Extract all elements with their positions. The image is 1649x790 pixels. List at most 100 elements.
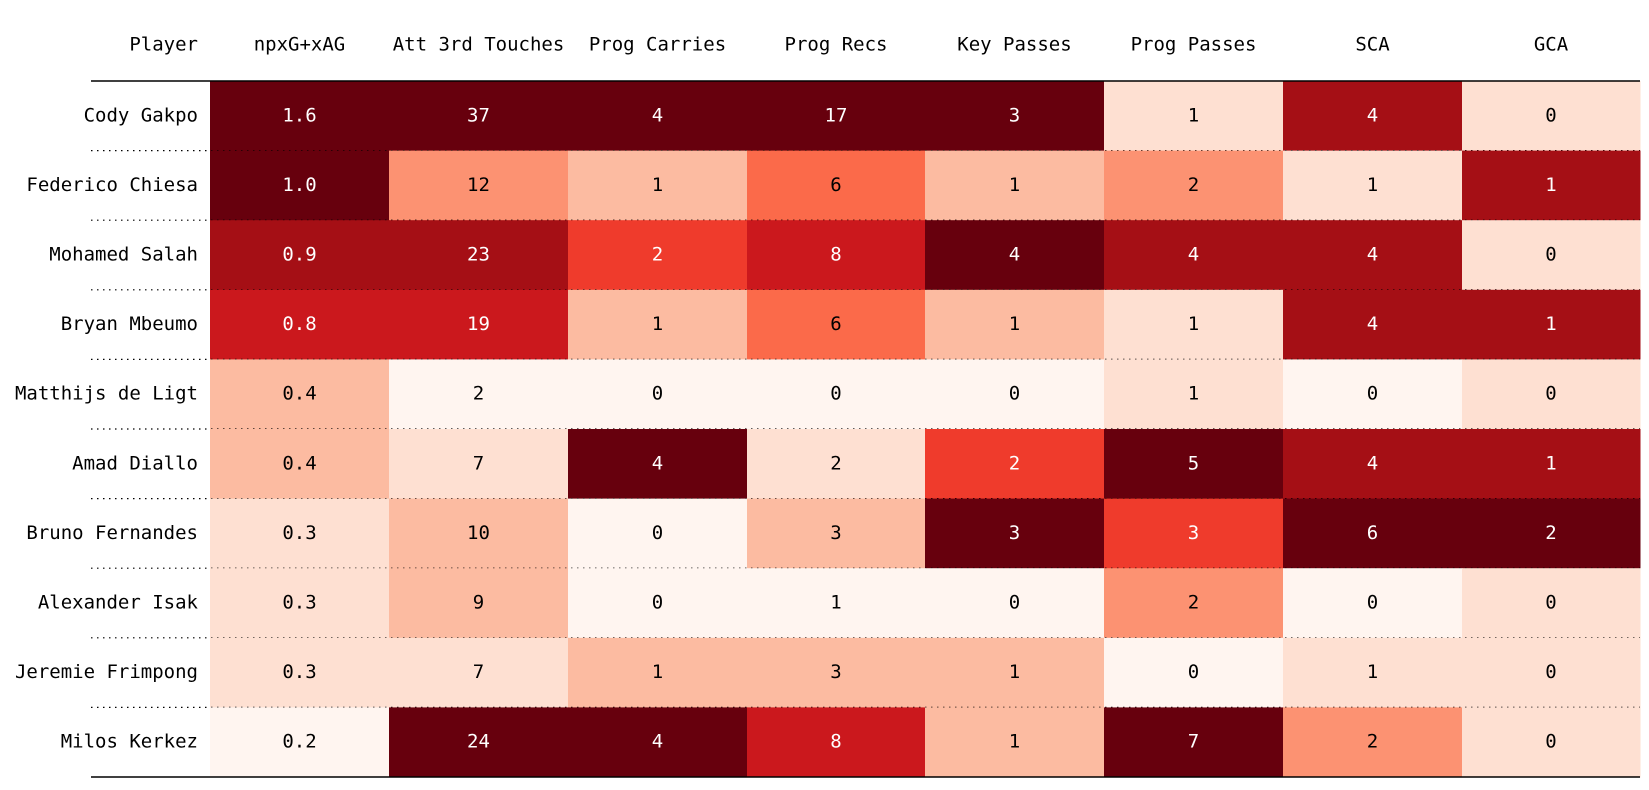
cell-value-prog-carries: 0	[652, 592, 663, 614]
heatmap-cell	[1462, 289, 1641, 360]
cell-value-gca: 1	[1545, 174, 1556, 196]
cell-value-key-passes: 3	[1009, 522, 1020, 544]
cell-value-gca: 0	[1545, 661, 1556, 683]
heatmap-cell	[568, 220, 748, 291]
heatmap-cell	[747, 220, 926, 291]
heatmap-cell	[1283, 81, 1463, 152]
heatmap-cell	[389, 150, 569, 221]
cell-value-prog-recs: 2	[830, 452, 841, 474]
cell-value-prog-passes: 5	[1188, 452, 1199, 474]
heatmap-cell	[747, 707, 926, 778]
heatmap-cell	[1104, 498, 1284, 569]
cell-value-prog-passes: 1	[1188, 383, 1199, 405]
heatmap-cell	[925, 568, 1105, 639]
heatmap-cell	[568, 81, 748, 152]
cell-value-sca: 0	[1367, 383, 1378, 405]
cell-value-prog-carries: 0	[652, 383, 663, 405]
cell-value-prog-carries: 1	[652, 313, 663, 335]
heatmap-cell	[1462, 220, 1641, 291]
heatmap-cell	[747, 568, 926, 639]
cell-value-sca: 4	[1367, 244, 1378, 266]
cell-value-prog-passes: 2	[1188, 592, 1199, 614]
heatmap-cell	[568, 150, 748, 221]
cell-value-prog-recs: 0	[830, 383, 841, 405]
cell-value-sca: 4	[1367, 452, 1378, 474]
heatmap-cell	[925, 289, 1105, 360]
heatmap-cell	[568, 637, 748, 708]
heatmap-cell	[1104, 220, 1284, 291]
heatmap-cell	[1462, 429, 1641, 500]
heatmap-cell	[1104, 707, 1284, 778]
heatmap-cell	[1283, 498, 1463, 569]
heatmap-cell	[210, 568, 390, 639]
cell-value-key-passes: 2	[1009, 452, 1020, 474]
heatmap-cell	[1283, 359, 1463, 430]
cell-value-prog-passes: 7	[1188, 731, 1199, 753]
cell-value-att-3rd-touches: 23	[467, 244, 490, 266]
heatmap-cell	[1104, 81, 1284, 152]
cell-value-prog-passes: 0	[1188, 661, 1199, 683]
cell-value-npxg-xag: 0.3	[282, 661, 316, 683]
heatmap-cell	[925, 81, 1105, 152]
cell-value-prog-passes: 1	[1188, 104, 1199, 126]
heatmap-cell	[389, 637, 569, 708]
heatmap-cell	[747, 429, 926, 500]
cell-value-npxg-xag: 0.4	[282, 452, 316, 474]
cell-value-prog-recs: 6	[830, 174, 841, 196]
heatmap-cell	[925, 429, 1105, 500]
heatmap-cell	[1462, 150, 1641, 221]
cell-value-prog-recs: 17	[825, 104, 848, 126]
cell-value-key-passes: 3	[1009, 104, 1020, 126]
heatmap-cell	[1104, 359, 1284, 430]
cell-value-sca: 0	[1367, 592, 1378, 614]
cell-value-gca: 0	[1545, 383, 1556, 405]
cell-value-att-3rd-touches: 10	[467, 522, 490, 544]
cell-value-prog-passes: 4	[1188, 244, 1199, 266]
cell-value-gca: 0	[1545, 244, 1556, 266]
heatmap-cell	[210, 150, 390, 221]
heatmap-cell	[210, 220, 390, 291]
heatmap-cell	[389, 498, 569, 569]
heatmap-cell	[389, 429, 569, 500]
heatmap-cell	[747, 81, 926, 152]
heatmap-cell	[1462, 637, 1641, 708]
cell-value-prog-carries: 4	[652, 731, 663, 753]
heatmap-cell	[568, 429, 748, 500]
cell-value-npxg-xag: 0.9	[282, 244, 316, 266]
heatmap-cell	[210, 707, 390, 778]
player-label: Cody Gakpo	[84, 104, 198, 126]
player-label: Bryan Mbeumo	[61, 313, 198, 335]
heatmap-cell	[568, 289, 748, 360]
cell-value-att-3rd-touches: 19	[467, 313, 490, 335]
heatmap-cell	[1104, 568, 1284, 639]
cell-value-prog-passes: 3	[1188, 522, 1199, 544]
cell-value-key-passes: 0	[1009, 592, 1020, 614]
cell-value-prog-recs: 6	[830, 313, 841, 335]
heatmap-cell	[925, 150, 1105, 221]
cell-value-sca: 6	[1367, 522, 1378, 544]
cell-value-att-3rd-touches: 37	[467, 104, 490, 126]
cell-value-key-passes: 1	[1009, 731, 1020, 753]
cell-value-sca: 4	[1367, 104, 1378, 126]
cell-value-att-3rd-touches: 9	[473, 592, 484, 614]
heatmap-cell	[925, 498, 1105, 569]
player-label: Matthijs de Ligt	[15, 383, 198, 405]
heatmap-cell	[1104, 637, 1284, 708]
cell-value-gca: 0	[1545, 592, 1556, 614]
heatmap-cell	[1283, 150, 1463, 221]
heatmap-cell	[568, 568, 748, 639]
heatmap-cell	[210, 637, 390, 708]
column-header-npxg-xag: npxG+xAG	[254, 34, 346, 56]
heatmap-cell	[389, 359, 569, 430]
cell-value-att-3rd-touches: 7	[473, 452, 484, 474]
heatmap-cell	[389, 568, 569, 639]
cell-value-att-3rd-touches: 2	[473, 383, 484, 405]
heatmap-cell	[747, 498, 926, 569]
heatmap-cell	[389, 220, 569, 291]
cell-value-npxg-xag: 1.6	[282, 104, 316, 126]
heatmap-cell	[925, 637, 1105, 708]
cell-value-prog-passes: 1	[1188, 313, 1199, 335]
heatmap-cell	[568, 498, 748, 569]
cell-value-gca: 1	[1545, 313, 1556, 335]
cell-value-att-3rd-touches: 24	[467, 731, 490, 753]
